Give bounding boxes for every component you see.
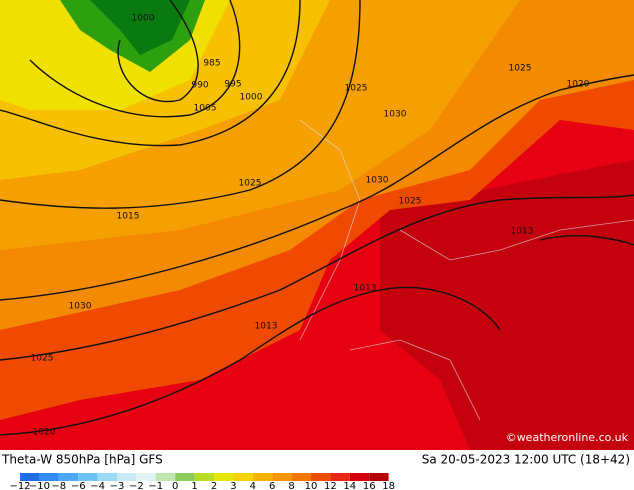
isobar-label: 1025 — [399, 197, 422, 207]
isobar — [117, 0, 199, 103]
colorbar-bin — [233, 473, 253, 481]
isobar-label: 985 — [203, 59, 220, 69]
coastline — [299, 119, 634, 421]
colorbar-label: −2 — [129, 481, 144, 490]
isobar — [0, 286, 501, 436]
isobar — [539, 235, 634, 246]
colorbar-label: −12 — [9, 481, 30, 490]
colorbar-bin — [39, 473, 59, 481]
colorbar-bin — [175, 473, 195, 481]
colorbar-label: 3 — [230, 481, 236, 490]
isobar-label: 1025 — [509, 64, 532, 74]
isobar-label: 1015 — [117, 212, 140, 222]
warm-region — [380, 160, 634, 450]
isobar-label: 995 — [224, 80, 241, 90]
isobar-label: 1030 — [69, 302, 92, 312]
title: Theta-W 850hPa [hPa] GFS — [1, 453, 163, 467]
isobar-label: 1025 — [239, 179, 262, 189]
colorbar-label: −1 — [148, 481, 163, 490]
isobar-label: 1030 — [366, 176, 389, 186]
isobar — [0, 0, 361, 209]
colorbar-label: −4 — [90, 481, 105, 490]
colorbar-bin — [311, 473, 331, 481]
colorbar-bin — [78, 473, 98, 481]
colorbar-bin — [136, 473, 156, 481]
colorbar-label: −8 — [51, 481, 66, 490]
isobar-label: 1005 — [194, 104, 217, 114]
isobar-label: 990 — [191, 81, 208, 91]
colorbar-bin — [20, 473, 40, 481]
colorbar-label: 8 — [288, 481, 294, 490]
colorbar-label: 18 — [382, 481, 395, 490]
isobar — [29, 0, 241, 118]
isobar-label: 1013 — [511, 227, 534, 237]
colorbar-bin — [349, 473, 370, 481]
colorbar-bin — [330, 473, 350, 481]
colorbar-bin — [97, 473, 117, 481]
map: 1000 985 990 995 1000 1005 1025 1025 103… — [0, 0, 634, 450]
isobar-label: 1025 — [345, 84, 368, 94]
colorbar-bin — [117, 473, 137, 481]
colorbar-label: 10 — [305, 481, 318, 490]
colorbar-bin — [272, 473, 292, 481]
colorbar-label: 14 — [343, 481, 356, 490]
colorbar-bin — [155, 473, 176, 481]
isobar — [0, 194, 634, 361]
colorbar-label: −10 — [29, 481, 50, 490]
isobar-label: 1030 — [384, 110, 407, 120]
isobar — [0, 74, 634, 301]
colorbar-label: 4 — [250, 481, 256, 490]
isobar — [0, 0, 301, 147]
isobar-label: 1000 — [132, 14, 155, 24]
colorbar-bin — [291, 473, 311, 481]
colorbar-label: 12 — [324, 481, 337, 490]
isobar-label: 1025 — [31, 354, 54, 364]
datetime: Sa 20-05-2023 12:00 UTC (18+42) — [422, 453, 630, 467]
colorbar-label: −3 — [110, 481, 125, 490]
colorbar-label: 0 — [172, 481, 178, 490]
credit: ©weatheronline.co.uk — [506, 431, 629, 444]
isobar-label: 1000 — [240, 93, 263, 103]
colorbar-label: 2 — [211, 481, 217, 490]
temp-band — [90, 0, 190, 55]
isobar-label: 1013 — [354, 284, 377, 294]
isobar-label: 1020 — [567, 80, 590, 90]
isobar-labels: 1000 985 990 995 1000 1005 1025 1025 103… — [31, 14, 590, 438]
isobar-label: 1020 — [33, 428, 56, 438]
colorbar-label: 16 — [363, 481, 376, 490]
colorbar-label: 6 — [269, 481, 275, 490]
colorbar: −12−10 −8 −6 −4 −3 −2 −1 0 1 2 3 4 6 8 10 12 14 16 18 — [9, 473, 395, 490]
colorbar-bin — [194, 473, 214, 481]
isobar-label: 1013 — [255, 322, 278, 332]
colorbar-bin — [369, 473, 389, 481]
colorbar-label: −6 — [71, 481, 86, 490]
colorbar-bin — [58, 473, 79, 481]
colorbar-bin — [252, 473, 273, 481]
colorbar-bin — [214, 473, 234, 481]
colorbar-label: 1 — [191, 481, 197, 490]
